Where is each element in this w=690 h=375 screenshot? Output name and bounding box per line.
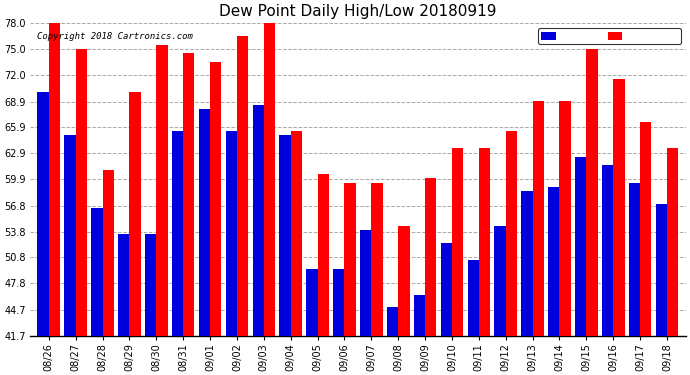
Bar bbox=[130, 92, 141, 375]
Bar bbox=[360, 230, 371, 375]
Bar bbox=[210, 62, 221, 375]
Bar bbox=[479, 148, 490, 375]
Bar bbox=[495, 226, 506, 375]
Bar bbox=[506, 131, 517, 375]
Bar bbox=[145, 234, 157, 375]
Bar bbox=[549, 187, 560, 375]
Bar bbox=[37, 92, 49, 375]
Bar bbox=[333, 268, 344, 375]
Bar bbox=[172, 131, 183, 375]
Bar bbox=[49, 23, 60, 375]
Bar bbox=[560, 100, 571, 375]
Bar bbox=[586, 49, 598, 375]
Bar bbox=[387, 308, 398, 375]
Title: Dew Point Daily High/Low 20180919: Dew Point Daily High/Low 20180919 bbox=[219, 4, 497, 19]
Bar bbox=[533, 100, 544, 375]
Bar bbox=[237, 36, 248, 375]
Bar bbox=[667, 148, 678, 375]
Bar bbox=[613, 79, 624, 375]
Bar bbox=[640, 122, 651, 375]
Bar bbox=[398, 226, 409, 375]
Bar bbox=[371, 183, 383, 375]
Bar bbox=[76, 49, 87, 375]
Bar bbox=[468, 260, 479, 375]
Bar bbox=[575, 157, 586, 375]
Bar bbox=[91, 209, 103, 375]
Text: Copyright 2018 Cartronics.com: Copyright 2018 Cartronics.com bbox=[37, 33, 193, 42]
Bar bbox=[306, 268, 317, 375]
Bar bbox=[656, 204, 667, 375]
Bar bbox=[344, 183, 356, 375]
Bar bbox=[602, 165, 613, 375]
Legend: Low  (°F), High  (°F): Low (°F), High (°F) bbox=[538, 28, 681, 44]
Bar bbox=[183, 53, 195, 375]
Bar bbox=[441, 243, 452, 375]
Bar bbox=[317, 174, 329, 375]
Bar bbox=[425, 178, 436, 375]
Bar bbox=[264, 23, 275, 375]
Bar bbox=[414, 294, 425, 375]
Bar bbox=[199, 109, 210, 375]
Bar bbox=[64, 135, 76, 375]
Bar bbox=[522, 191, 533, 375]
Bar bbox=[226, 131, 237, 375]
Bar bbox=[452, 148, 463, 375]
Bar bbox=[103, 170, 114, 375]
Bar bbox=[279, 135, 290, 375]
Bar bbox=[290, 131, 302, 375]
Bar bbox=[629, 183, 640, 375]
Bar bbox=[157, 45, 168, 375]
Bar bbox=[118, 234, 130, 375]
Bar bbox=[253, 105, 264, 375]
